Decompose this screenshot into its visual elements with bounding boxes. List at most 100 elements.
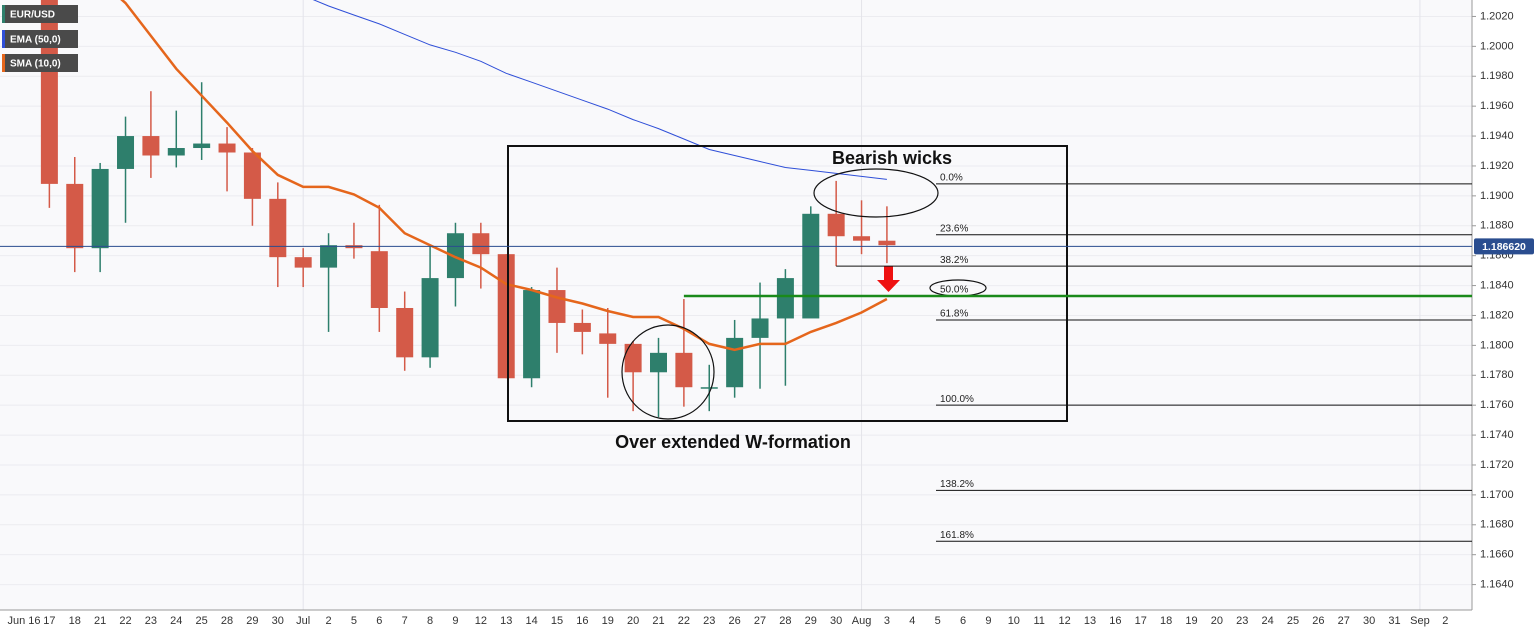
candle-body [269, 198, 287, 258]
candle-body [66, 183, 84, 249]
fib-label: 38.2% [940, 255, 968, 266]
x-tick-label: 24 [170, 615, 182, 627]
x-tick-label: Jul [296, 615, 310, 627]
x-tick-label: 10 [1008, 615, 1020, 627]
y-tick-label: 1.1960 [1480, 100, 1514, 112]
x-tick-label: Jun 16 [7, 615, 40, 627]
legend-swatch [2, 30, 5, 48]
candle-body [320, 245, 338, 268]
y-tick-label: 1.1740 [1480, 429, 1514, 441]
candle-body [472, 233, 490, 255]
legend-box [2, 5, 78, 23]
x-tick-label: 12 [475, 615, 487, 627]
y-tick-label: 1.1780 [1480, 369, 1514, 381]
x-tick-label: 20 [1211, 615, 1223, 627]
candle-body [40, 0, 58, 184]
y-tick-label: 1.1980 [1480, 70, 1514, 82]
x-tick-label: 22 [678, 615, 690, 627]
candle-body [751, 318, 769, 338]
x-tick-label: 28 [779, 615, 791, 627]
x-tick-label: 22 [119, 615, 131, 627]
x-tick-label: 23 [1236, 615, 1248, 627]
x-tick-label: 25 [1287, 615, 1299, 627]
candle-body [421, 278, 439, 358]
y-tick-label: 1.1840 [1480, 279, 1514, 291]
x-tick-label: 20 [627, 615, 639, 627]
x-tick-label: Aug [852, 615, 872, 627]
candle-body [117, 136, 135, 169]
indicator-line [120, 0, 888, 352]
y-tick-label: 1.1920 [1480, 160, 1514, 172]
x-tick-label: 26 [1312, 615, 1324, 627]
x-tick-label: 17 [1135, 615, 1147, 627]
x-tick-label: 23 [145, 615, 157, 627]
y-tick-label: 1.2020 [1480, 10, 1514, 22]
x-tick-label: 31 [1388, 615, 1400, 627]
x-tick-label: 16 [576, 615, 588, 627]
x-tick-label: 15 [551, 615, 563, 627]
x-tick-label: 21 [94, 615, 106, 627]
wick-ellipse [813, 168, 939, 218]
x-tick-label: 6 [376, 615, 382, 627]
x-tick-label: 8 [427, 615, 433, 627]
x-tick-label: 25 [196, 615, 208, 627]
x-tick-label: 18 [1160, 615, 1172, 627]
fib-label: 0.0% [940, 173, 963, 184]
candle-body [853, 236, 871, 241]
candle-body [802, 213, 820, 319]
plot-background [0, 0, 1472, 610]
legend-label: EUR/USD [10, 10, 55, 21]
y-tick-label: 1.1660 [1480, 549, 1514, 561]
x-tick-label: 13 [1084, 615, 1096, 627]
candle-body [370, 251, 388, 308]
x-tick-label: 17 [43, 615, 55, 627]
legend-swatch [2, 54, 5, 72]
x-tick-label: 19 [602, 615, 614, 627]
candle-body [294, 257, 312, 268]
y-tick-label: 1.1800 [1480, 339, 1514, 351]
y-tick-label: 1.1720 [1480, 459, 1514, 471]
fib-label: 138.2% [940, 479, 974, 490]
x-tick-label: 11 [1033, 615, 1044, 627]
legend-box [2, 30, 78, 48]
x-tick-label: 30 [830, 615, 842, 627]
x-tick-label: 9 [452, 615, 458, 627]
fib-label: 50.0% [940, 285, 968, 296]
fib-label: 23.6% [940, 223, 968, 234]
fib-label: 61.8% [940, 309, 968, 320]
x-tick-label: 26 [729, 615, 741, 627]
x-tick-label: 5 [935, 615, 941, 627]
x-tick-label: 2 [325, 615, 331, 627]
y-tick-label: 1.1640 [1480, 578, 1514, 590]
candle-body [243, 152, 261, 199]
y-tick-label: 1.2000 [1480, 40, 1514, 52]
x-tick-label: 19 [1185, 615, 1197, 627]
candle-body [624, 343, 642, 373]
x-tick-label: 27 [754, 615, 766, 627]
x-tick-label: 21 [652, 615, 664, 627]
legend-box [2, 54, 78, 72]
legend-label: SMA (10,0) [10, 59, 61, 70]
x-tick-label: 18 [69, 615, 81, 627]
legend: EUR/USD EMA (50,0) SMA (10,0) [2, 5, 78, 72]
last-price-label: 1.186620 [1482, 241, 1526, 253]
candle-body [878, 240, 896, 246]
candle-body [167, 148, 185, 156]
y-tick-label: 1.1880 [1480, 220, 1514, 232]
x-tick-label: 28 [221, 615, 233, 627]
y-tick-label: 1.1940 [1480, 130, 1514, 142]
x-tick-label: 7 [402, 615, 408, 627]
x-tick-label: 5 [351, 615, 357, 627]
candle-body [675, 352, 693, 388]
pattern-box [507, 145, 1068, 422]
fib-label: 100.0% [940, 394, 974, 405]
x-tick-label: 30 [1363, 615, 1375, 627]
w-ellipse [621, 324, 715, 420]
candle-body [650, 352, 667, 373]
y-tick-label: 1.1820 [1480, 309, 1514, 321]
candle-body [776, 278, 794, 319]
x-tick-label: 3 [884, 615, 890, 627]
y-tick-label: 1.1680 [1480, 519, 1514, 531]
candle-body [599, 333, 617, 344]
candle-body [523, 290, 541, 379]
